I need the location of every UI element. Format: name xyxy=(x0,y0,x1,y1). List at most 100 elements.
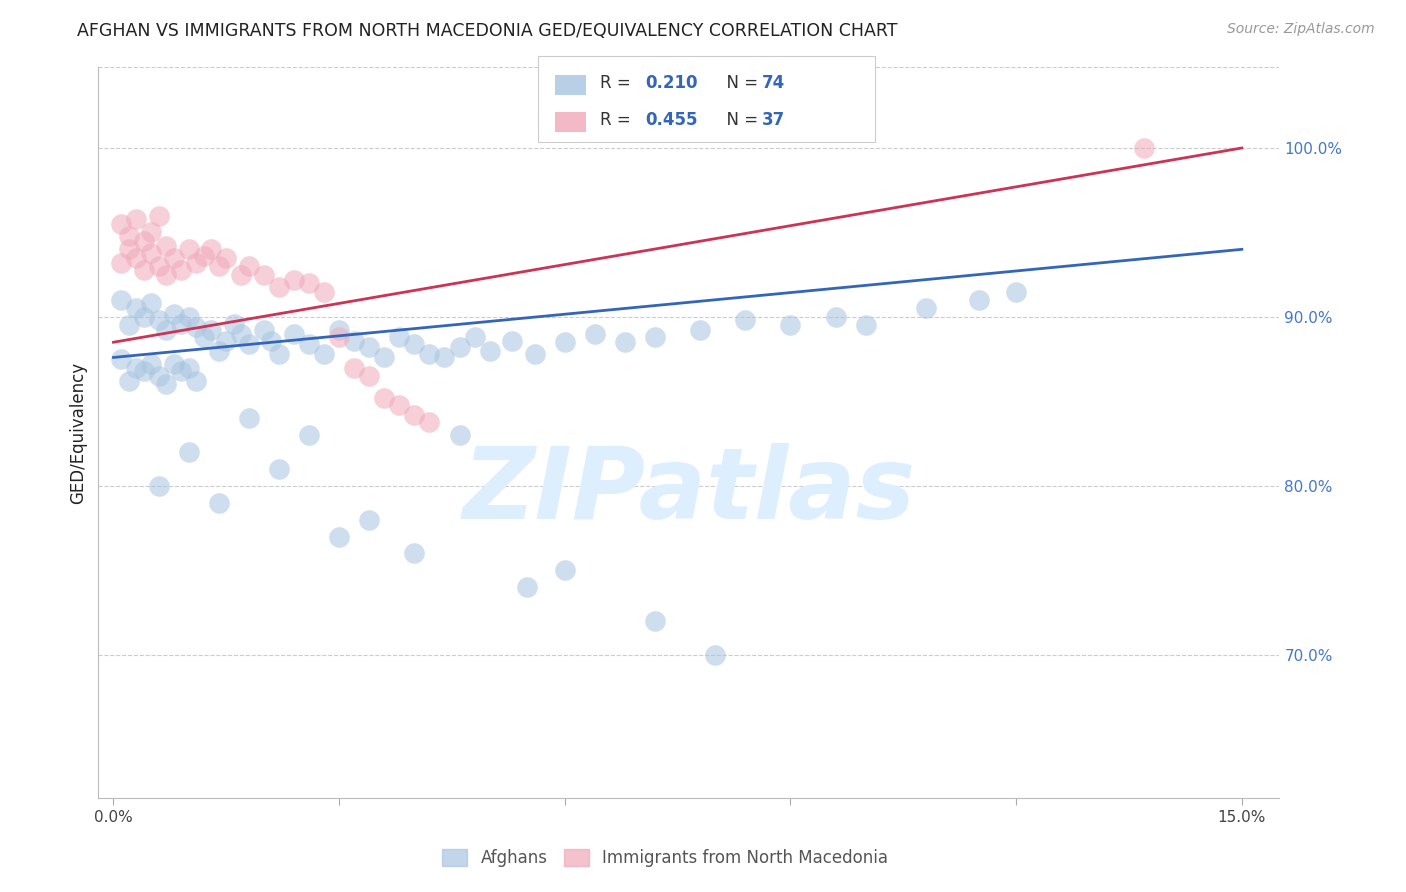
Point xyxy=(125,211,148,226)
Point xyxy=(253,268,276,282)
Point xyxy=(125,360,148,375)
Point xyxy=(373,391,395,405)
Point xyxy=(267,279,290,293)
Point xyxy=(404,408,426,422)
Point xyxy=(343,334,366,348)
Point xyxy=(449,428,471,442)
Point xyxy=(139,357,162,371)
Point xyxy=(139,226,162,240)
Point xyxy=(110,352,132,367)
Point xyxy=(117,243,139,257)
Point xyxy=(117,374,139,388)
Point xyxy=(644,614,666,628)
Point xyxy=(644,330,666,344)
Point xyxy=(298,337,321,351)
Point xyxy=(779,318,801,333)
Point xyxy=(253,323,276,337)
Point xyxy=(516,580,538,594)
Point xyxy=(193,330,215,344)
Text: ZIPatlas: ZIPatlas xyxy=(463,442,915,540)
Point xyxy=(117,318,139,333)
Point xyxy=(148,479,170,493)
Point xyxy=(283,326,305,341)
Point xyxy=(238,337,260,351)
Point xyxy=(163,251,186,265)
Point xyxy=(139,296,162,310)
Text: AFGHAN VS IMMIGRANTS FROM NORTH MACEDONIA GED/EQUIVALENCY CORRELATION CHART: AFGHAN VS IMMIGRANTS FROM NORTH MACEDONI… xyxy=(77,22,898,40)
Point xyxy=(186,374,208,388)
Point xyxy=(418,415,440,429)
Point xyxy=(583,326,606,341)
Point xyxy=(734,313,756,327)
Text: R =: R = xyxy=(600,112,637,129)
Point xyxy=(170,317,193,331)
Point xyxy=(404,546,426,560)
Point xyxy=(501,334,523,348)
Point xyxy=(689,323,711,337)
Point xyxy=(132,364,155,378)
Point xyxy=(449,340,471,354)
Point xyxy=(170,262,193,277)
Point xyxy=(373,351,395,365)
Point xyxy=(125,301,148,316)
Point xyxy=(915,301,938,316)
Text: 37: 37 xyxy=(762,112,786,129)
Point xyxy=(200,243,222,257)
Point xyxy=(231,326,253,341)
Text: N =: N = xyxy=(716,112,763,129)
Point xyxy=(177,243,200,257)
Point xyxy=(155,239,177,253)
Point xyxy=(215,251,238,265)
Point xyxy=(343,360,366,375)
Point xyxy=(155,268,177,282)
Point xyxy=(148,209,170,223)
Point xyxy=(464,330,486,344)
Point xyxy=(554,563,576,577)
Point xyxy=(177,360,200,375)
Text: 0.210: 0.210 xyxy=(645,74,697,92)
Point xyxy=(163,306,186,320)
Point xyxy=(704,648,727,662)
Point xyxy=(433,351,456,365)
Point xyxy=(418,347,440,361)
Point xyxy=(388,398,411,412)
Point xyxy=(215,334,238,348)
Point xyxy=(200,323,222,337)
Point xyxy=(238,259,260,273)
Point xyxy=(314,285,336,299)
Point xyxy=(110,293,132,307)
Point xyxy=(328,529,350,543)
Point xyxy=(328,330,350,344)
Point xyxy=(125,251,148,265)
Point xyxy=(267,462,290,476)
Point xyxy=(614,335,637,350)
Point xyxy=(148,259,170,273)
Point xyxy=(855,318,877,333)
Point xyxy=(967,293,990,307)
Point xyxy=(1005,285,1028,299)
Point xyxy=(298,276,321,290)
Legend: Afghans, Immigrants from North Macedonia: Afghans, Immigrants from North Macedonia xyxy=(436,843,896,874)
Text: R =: R = xyxy=(600,74,637,92)
Point xyxy=(177,445,200,459)
Point xyxy=(359,369,381,384)
Point xyxy=(110,217,132,231)
Point xyxy=(554,335,576,350)
Point xyxy=(388,330,411,344)
Point xyxy=(186,256,208,270)
Point xyxy=(267,347,290,361)
Point xyxy=(404,337,426,351)
Point xyxy=(170,364,193,378)
Point xyxy=(222,317,245,331)
Point xyxy=(208,343,231,358)
Point xyxy=(523,347,546,361)
Point xyxy=(260,334,283,348)
Y-axis label: GED/Equivalency: GED/Equivalency xyxy=(69,361,87,504)
Point xyxy=(110,256,132,270)
Point xyxy=(193,249,215,263)
Point xyxy=(208,259,231,273)
Point xyxy=(328,323,350,337)
Point xyxy=(132,310,155,324)
Text: 0.455: 0.455 xyxy=(645,112,697,129)
Point xyxy=(132,262,155,277)
